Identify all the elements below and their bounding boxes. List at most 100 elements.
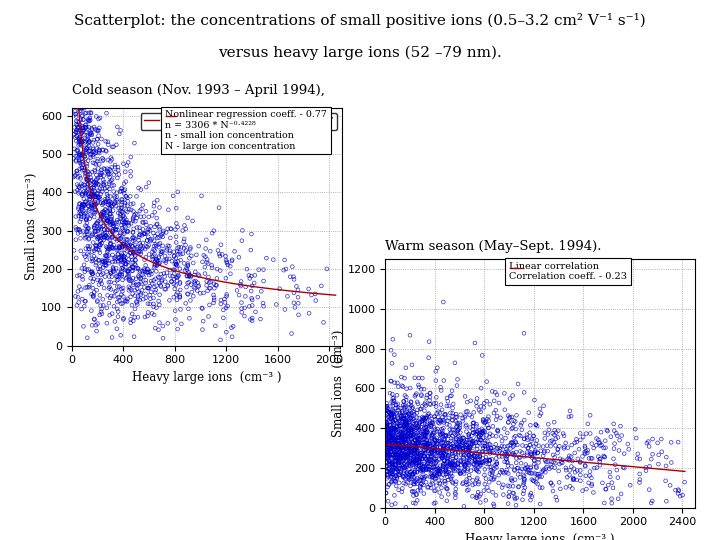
Point	[174, 286, 186, 294]
Point	[429, 450, 441, 458]
Point	[74, 218, 86, 226]
Point	[399, 450, 410, 459]
Point	[507, 391, 518, 400]
Point	[91, 327, 102, 335]
Point	[471, 420, 482, 429]
Point	[446, 447, 458, 455]
Point	[76, 204, 88, 213]
Point	[590, 434, 602, 443]
Point	[104, 179, 115, 188]
Point	[73, 134, 84, 143]
Point	[81, 143, 93, 152]
Point	[78, 166, 90, 174]
Point	[463, 480, 474, 488]
Point	[403, 438, 415, 447]
Point	[196, 192, 207, 200]
Point	[114, 271, 126, 280]
Point	[76, 138, 88, 147]
Point	[417, 441, 428, 449]
Point	[127, 233, 139, 242]
Point	[474, 439, 485, 448]
Point	[165, 234, 176, 242]
Point	[389, 491, 400, 500]
Point	[81, 167, 93, 176]
Point	[109, 253, 121, 262]
Point	[113, 253, 125, 262]
Point	[127, 309, 138, 318]
Point	[91, 258, 102, 267]
Point	[524, 428, 536, 437]
Point	[98, 232, 109, 241]
Point	[84, 210, 96, 219]
Point	[82, 249, 94, 258]
Point	[491, 449, 503, 458]
Point	[191, 251, 202, 259]
Point	[618, 463, 629, 471]
Point	[174, 291, 186, 300]
Point	[91, 135, 103, 144]
Point	[112, 307, 124, 316]
Point	[140, 183, 152, 191]
Point	[169, 285, 181, 293]
Point	[503, 492, 515, 501]
Point	[476, 427, 487, 436]
Point	[417, 449, 428, 457]
Point	[136, 231, 148, 240]
Point	[95, 198, 107, 207]
Point	[384, 389, 396, 397]
Point	[397, 471, 408, 480]
Point	[87, 145, 99, 153]
Point	[530, 440, 541, 448]
Point	[81, 125, 93, 134]
Point	[417, 443, 428, 451]
Point	[392, 465, 403, 474]
Point	[394, 454, 405, 462]
Point	[447, 409, 459, 417]
Point	[459, 461, 471, 470]
Point	[395, 448, 406, 457]
Point	[82, 180, 94, 189]
Point	[177, 249, 189, 258]
Point	[76, 272, 88, 281]
Point	[112, 267, 124, 276]
Point	[392, 467, 404, 475]
Point	[144, 235, 156, 244]
Point	[117, 195, 128, 204]
Point	[660, 462, 672, 470]
Point	[479, 427, 490, 436]
Point	[647, 450, 658, 458]
Point	[400, 444, 411, 453]
Point	[403, 418, 415, 427]
Point	[80, 123, 91, 132]
Point	[153, 326, 164, 334]
Point	[572, 455, 583, 463]
Point	[101, 267, 112, 276]
Point	[495, 432, 507, 441]
Point	[392, 443, 404, 451]
Point	[75, 174, 86, 183]
Point	[413, 438, 424, 447]
Point	[102, 164, 113, 173]
Point	[450, 430, 462, 439]
Point	[108, 265, 120, 274]
Point	[220, 256, 232, 265]
Point	[394, 418, 405, 427]
Point	[407, 461, 418, 469]
Point	[454, 443, 465, 451]
Point	[402, 472, 413, 481]
Point	[428, 443, 439, 452]
Point	[118, 238, 130, 247]
Point	[472, 453, 484, 461]
Point	[164, 249, 176, 258]
Point	[393, 471, 405, 480]
Point	[135, 278, 147, 286]
Point	[390, 409, 401, 418]
Point	[114, 269, 126, 278]
Point	[490, 432, 502, 441]
Point	[125, 285, 137, 294]
Point	[400, 393, 412, 401]
Point	[152, 230, 163, 238]
Point	[127, 262, 138, 271]
Point	[402, 423, 413, 431]
Point	[442, 462, 454, 471]
